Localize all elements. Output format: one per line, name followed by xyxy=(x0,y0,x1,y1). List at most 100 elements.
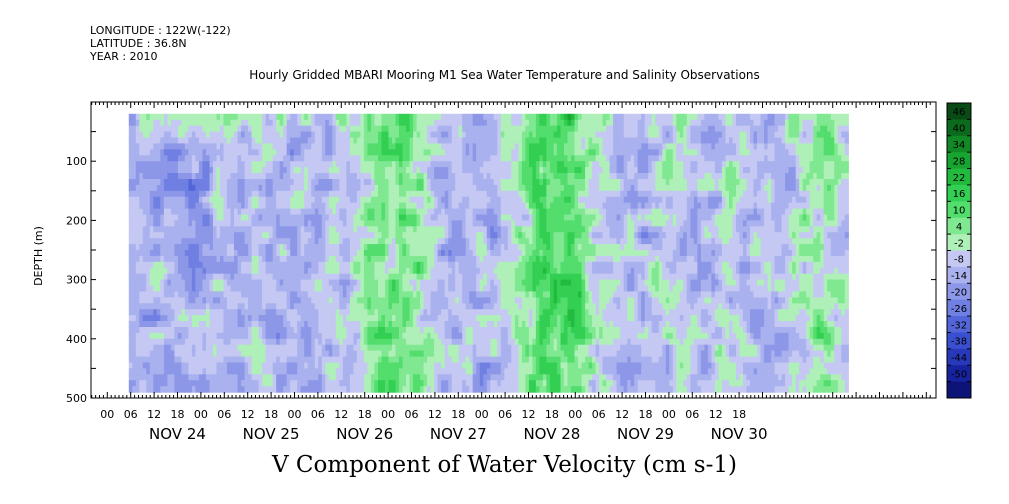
heatmap-cell xyxy=(149,161,154,168)
heatmap-cell xyxy=(206,273,211,281)
heatmap-cell xyxy=(392,380,397,387)
heatmap-cell xyxy=(149,285,154,292)
heatmap-cell xyxy=(395,167,400,174)
heatmap-cell xyxy=(346,137,351,144)
heatmap-cell xyxy=(367,196,372,204)
heatmap-cell xyxy=(216,332,221,340)
heatmap-cell xyxy=(227,143,232,150)
heatmap-cell xyxy=(455,279,460,287)
heatmap-cell xyxy=(216,291,221,298)
heatmap-cell xyxy=(437,327,442,334)
heatmap-cell xyxy=(392,196,397,204)
heatmap-cell xyxy=(458,297,463,304)
heatmap-cell xyxy=(135,226,140,233)
heatmap-cell xyxy=(241,149,246,156)
heatmap-cell xyxy=(346,238,351,245)
heatmap-cell xyxy=(202,321,207,328)
heatmap-cell xyxy=(448,196,453,204)
heatmap-cell xyxy=(177,161,182,168)
heatmap-cell xyxy=(244,125,249,133)
heatmap-cell xyxy=(255,125,260,133)
heatmap-cell xyxy=(135,273,140,281)
heatmap-cell xyxy=(283,250,288,257)
heatmap-cell xyxy=(206,119,211,127)
heatmap-cell xyxy=(244,273,249,281)
heatmap-cell xyxy=(318,267,323,275)
heatmap-cell xyxy=(216,303,221,310)
heatmap-cell xyxy=(234,261,239,269)
heatmap-cell xyxy=(265,244,270,251)
heatmap-cell xyxy=(244,131,249,139)
heatmap-cell xyxy=(188,285,193,292)
heatmap-cell xyxy=(153,267,158,275)
heatmap-cell xyxy=(213,214,218,221)
heatmap-cell xyxy=(444,368,449,375)
heatmap-cell xyxy=(304,143,309,150)
heatmap-cell xyxy=(406,321,411,328)
heatmap-cell xyxy=(339,149,344,156)
heatmap-cell xyxy=(304,315,309,322)
heatmap-cell xyxy=(392,167,397,174)
heatmap-cell xyxy=(363,244,368,251)
heatmap-cell xyxy=(399,309,404,316)
heatmap-cell xyxy=(490,267,495,275)
heatmap-cell xyxy=(135,327,140,334)
heatmap-cell xyxy=(356,386,361,393)
heatmap-cell xyxy=(170,184,175,192)
heatmap-cell xyxy=(265,309,270,316)
heatmap-cell xyxy=(128,297,133,304)
heatmap-cell xyxy=(342,285,347,292)
heatmap-cell xyxy=(339,315,344,322)
heatmap-cell xyxy=(472,368,477,375)
heatmap-cell xyxy=(402,303,407,310)
heatmap-cell xyxy=(167,131,172,139)
heatmap-cell xyxy=(402,190,407,198)
heatmap-cell xyxy=(251,356,256,364)
heatmap-cell xyxy=(265,173,270,180)
heatmap-cell xyxy=(423,125,428,133)
heatmap-cell xyxy=(304,362,309,369)
heatmap-cell xyxy=(290,303,295,310)
heatmap-cell xyxy=(441,297,446,304)
heatmap-cell xyxy=(300,338,305,346)
heatmap-cell xyxy=(434,279,439,287)
heatmap-cell xyxy=(381,119,386,127)
heatmap-cell xyxy=(142,232,147,239)
heatmap-cell xyxy=(156,131,161,139)
heatmap-cell xyxy=(160,143,165,150)
heatmap-cell xyxy=(177,374,182,381)
heatmap-cell xyxy=(160,332,165,340)
heatmap-cell xyxy=(479,386,484,393)
heatmap-cell xyxy=(465,321,470,328)
heatmap-cell xyxy=(307,143,312,150)
heatmap-cell xyxy=(223,119,228,127)
heatmap-cell xyxy=(234,155,239,162)
heatmap-cell xyxy=(160,119,165,127)
heatmap-cell xyxy=(321,179,326,186)
heatmap-cell xyxy=(458,214,463,221)
heatmap-cell xyxy=(395,261,400,269)
heatmap-cell xyxy=(307,244,312,251)
heatmap-cell xyxy=(213,303,218,310)
heatmap-cell xyxy=(434,356,439,364)
heatmap-cell xyxy=(300,291,305,298)
heatmap-cell xyxy=(135,196,140,204)
heatmap-cell xyxy=(258,179,263,186)
heatmap-cell xyxy=(202,161,207,168)
heatmap-cell xyxy=(395,273,400,281)
heatmap-cell xyxy=(177,137,182,144)
heatmap-cell xyxy=(476,309,481,316)
heatmap-cell xyxy=(216,125,221,133)
heatmap-cell xyxy=(153,321,158,328)
heatmap-cell xyxy=(402,368,407,375)
heatmap-cell xyxy=(395,208,400,216)
heatmap-cell xyxy=(378,344,383,352)
heatmap-cell xyxy=(472,119,477,127)
heatmap-cell xyxy=(483,250,488,257)
heatmap-cell xyxy=(462,344,467,352)
heatmap-cell xyxy=(469,214,474,221)
heatmap-cell xyxy=(142,285,147,292)
heatmap-cell xyxy=(451,196,456,204)
heatmap-cell xyxy=(483,220,488,227)
heatmap-cell xyxy=(241,368,246,375)
